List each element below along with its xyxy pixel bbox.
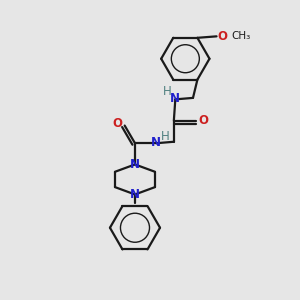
- Text: O: O: [112, 117, 122, 130]
- Text: CH₃: CH₃: [232, 31, 251, 41]
- Text: H: H: [163, 85, 172, 98]
- Text: N: N: [170, 92, 180, 105]
- Text: N: N: [130, 188, 140, 201]
- Text: N: N: [130, 158, 140, 171]
- Text: N: N: [151, 136, 161, 149]
- Text: O: O: [217, 30, 227, 43]
- Text: H: H: [161, 130, 170, 143]
- Text: O: O: [198, 114, 208, 127]
